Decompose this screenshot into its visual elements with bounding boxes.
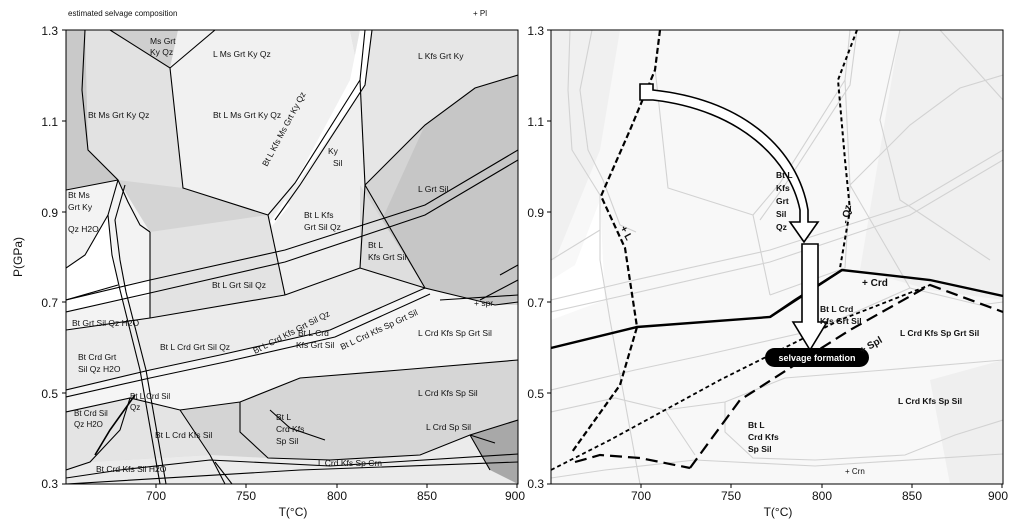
field-label: Crd Kfs (276, 424, 304, 434)
field-label: Sp Sil (748, 444, 772, 454)
x-tick-label: 750 (721, 489, 741, 503)
left-fields (66, 30, 518, 484)
selvage-formation-annotation: selvage formation (765, 348, 869, 367)
x-tick-label: 900 (505, 489, 525, 503)
field-label: Bt L (748, 420, 765, 430)
field-label: L Crd Kfs Sp Sil (418, 388, 478, 398)
field-label: Grt Ky (68, 202, 93, 212)
field-label: Qz (776, 222, 787, 232)
field-label: L Kfs Grt Ky (418, 51, 464, 61)
field-label: Bt Crd Kfs Sil H2O (96, 464, 167, 474)
field-label: Sil (333, 158, 343, 168)
right-fields (551, 30, 1003, 484)
field-label: Bt L (368, 240, 383, 250)
field-label: L Crd Kfs Sp Sil (898, 396, 962, 406)
y-tick-label: 1.3 (527, 24, 544, 38)
field-label: Kfs Grt Sil (368, 252, 406, 262)
y-tick-label: 0.9 (41, 206, 58, 220)
y-tick-label: 1.1 (41, 115, 58, 129)
field-label: L Grt Sil (418, 184, 448, 194)
field-label: Qz (130, 403, 140, 412)
field-label: Bt L Crd Sil (130, 392, 170, 401)
left-frame (65, 29, 519, 485)
field-label: Bt L Kfs (304, 210, 333, 220)
left-x-axis-label: T(°C) (279, 505, 308, 519)
selvage-formation-label: selvage formation (778, 353, 855, 363)
boundary-label: + Crd (862, 278, 888, 289)
field-label: Bt Crd Grt (78, 352, 117, 362)
left-tick-marks (62, 29, 518, 488)
y-tick-label: 0.3 (41, 477, 58, 491)
x-tick-label: 850 (417, 489, 437, 503)
pt-path-arrow (639, 83, 829, 352)
left-x-tick-labels: 700 750 800 850 900 (146, 489, 525, 503)
field-label: Bt L Crd Kfs Sil (155, 430, 212, 440)
left-y-axis-label: P(GPa) (11, 237, 25, 277)
field-label: L Crd Kfs Sp Grt Sil (418, 328, 492, 338)
field-label: Kfs Grt Sil (296, 340, 334, 350)
x-tick-label: 900 (988, 489, 1008, 503)
field-label: + spr (474, 298, 493, 308)
x-tick-label: 700 (146, 489, 166, 503)
left-panel: estimated selvage composition + Pl 700 7… (11, 9, 525, 519)
x-tick-label: 850 (902, 489, 922, 503)
y-tick-label: 1.1 (527, 115, 544, 129)
y-tick-label: 0.7 (41, 296, 58, 310)
x-tick-label: 700 (631, 489, 651, 503)
field-label: Bt L (276, 412, 291, 422)
field-label: + Crn (845, 467, 865, 476)
x-tick-label: 800 (327, 489, 347, 503)
field-label: Grt Sil Qz (304, 222, 341, 232)
y-tick-label: 1.3 (41, 24, 58, 38)
left-corner-label: + Pl (473, 9, 487, 18)
right-frame (550, 29, 1004, 485)
right-x-axis-label: T(°C) (764, 505, 793, 519)
field-label: Bt L Crd (298, 328, 329, 338)
boundary-label: - Qz (840, 204, 854, 225)
y-tick-label: 0.9 (527, 206, 544, 220)
field-label: Sil Qz H2O (78, 364, 121, 374)
y-tick-label: 0.5 (41, 387, 58, 401)
right-y-tick-labels: 1.3 1.1 0.9 0.7 0.5 0.3 (527, 24, 544, 491)
field-label: Bt L Grt Sil Qz (212, 280, 266, 290)
y-tick-label: 0.7 (527, 296, 544, 310)
right-x-tick-labels: 700 750 800 850 900 (631, 489, 1008, 503)
field-label: Qz H2O (68, 224, 99, 234)
field-label: L Crd Sp Sil (426, 422, 471, 432)
field-label: L Ms Grt Ky Qz (213, 49, 271, 59)
field-label: Sil (776, 209, 786, 219)
field-label: Kfs (776, 183, 790, 193)
right-field-labels: Bt L Kfs Grt Sil Qz Bt L Crd Kfs Grt Sil… (748, 170, 979, 476)
field-label: Bt Ms (68, 190, 90, 200)
y-tick-label: 0.3 (527, 477, 544, 491)
field-label: Bt L Crd Grt Sil Qz (160, 342, 230, 352)
field-label: Kfs Grt Sil (820, 316, 862, 326)
field-label: Bt Crd Sil (74, 409, 108, 418)
x-tick-label: 750 (236, 489, 256, 503)
field-label: Bt L (776, 170, 793, 180)
field-label: L Crd Kfs Sp Grt Sil (900, 328, 979, 338)
field-label: Crd Kfs (748, 432, 779, 442)
x-tick-label: 800 (812, 489, 832, 503)
field-label: Bt Ms Grt Ky Qz (88, 110, 149, 120)
field-label: Qz H2O (74, 420, 103, 429)
y-tick-label: 0.5 (527, 387, 544, 401)
field-label: Ky Qz (150, 47, 173, 57)
field-label: Bt L Ms Grt Ky Qz (213, 110, 281, 120)
field-label: Sp Sil (276, 436, 298, 446)
field-label: Ky (328, 146, 339, 156)
left-y-tick-labels: 1.3 1.1 0.9 0.7 0.5 0.3 (41, 24, 58, 491)
field-label: L Crd Kfs Sp Crn (318, 458, 382, 468)
right-panel: selvage formation 700 750 800 850 900 1.… (527, 24, 1008, 519)
field-label: Grt (776, 196, 789, 206)
field-label: Ms Grt (150, 36, 176, 46)
right-tick-marks (547, 29, 1003, 488)
left-title: estimated selvage composition (68, 9, 177, 18)
field-label: Bt L Crd (820, 304, 853, 314)
field-label: Bt Grt Sil Qz H2O (72, 318, 139, 328)
